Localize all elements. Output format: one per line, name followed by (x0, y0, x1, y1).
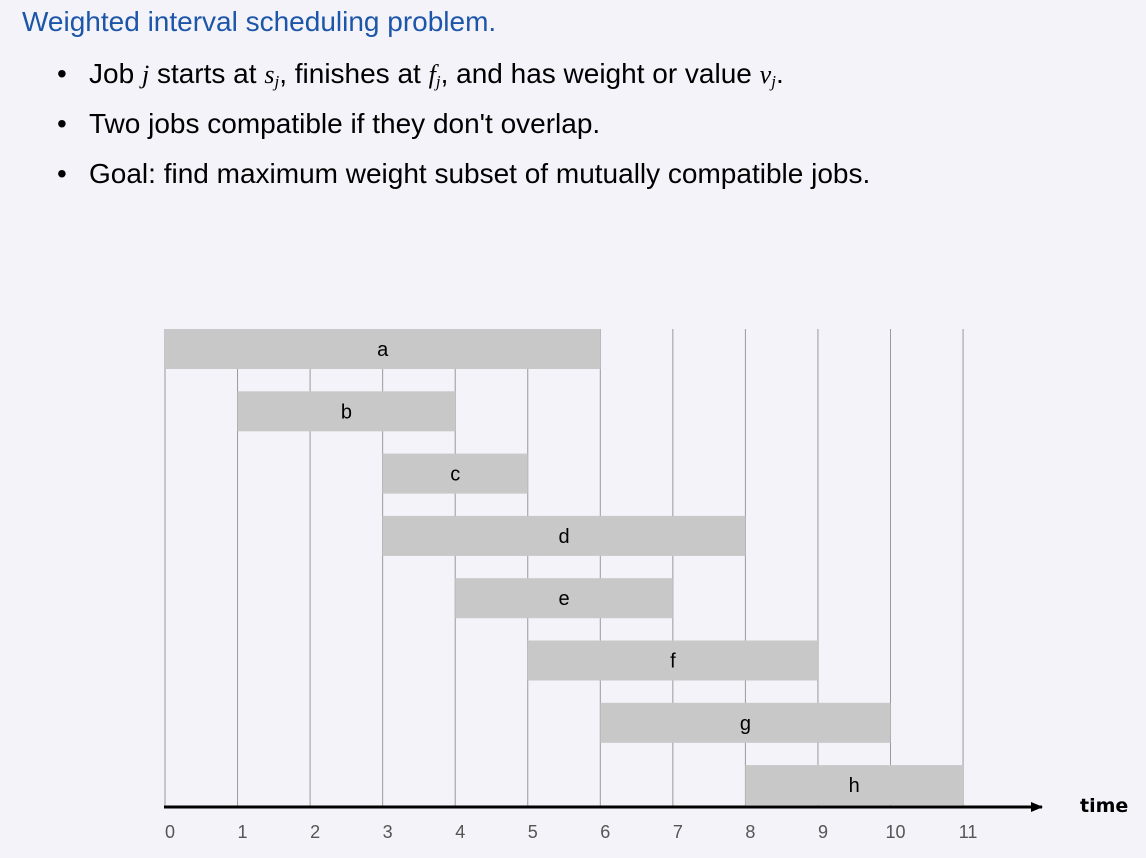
math-f-j: fj (428, 60, 441, 91)
tick-label-10: 10 (885, 822, 905, 842)
job-bar-c (382, 453, 528, 494)
bullet-text: , and has weight or value (440, 58, 760, 89)
math-v-j: vj (759, 60, 776, 91)
slide-title: Weighted interval scheduling problem. (22, 6, 497, 37)
job-bar-d (382, 515, 746, 556)
job-label-h: h (849, 775, 860, 797)
bullet-dot-icon: • (57, 108, 67, 139)
tick-label-11: 11 (959, 822, 978, 842)
job-bar-g (600, 702, 891, 743)
tick-label-6: 6 (600, 822, 610, 842)
bullet-text: Two jobs compatible if they don't overla… (89, 108, 601, 139)
tick-labels: 0 1 2 3 4 5 6 7 8 9 10 11 (165, 822, 977, 842)
tick-label-1: 1 (238, 822, 248, 842)
tick-label-7: 7 (673, 822, 683, 842)
bullet-goal: • Goal: find maximum weight subset of mu… (55, 154, 870, 204)
job-label-c: c (450, 464, 460, 486)
job-bar-h (745, 765, 964, 806)
bullet-dot-icon: • (57, 158, 67, 189)
math-s-j: sj (264, 60, 280, 91)
job-label-b: b (341, 401, 352, 423)
tick-label-5: 5 (528, 822, 538, 842)
bullet-text: , finishes at (279, 58, 429, 89)
job-label-a: a (377, 339, 389, 361)
math-j: j (141, 60, 150, 89)
job-label-e: e (558, 588, 569, 610)
tick-label-4: 4 (455, 822, 465, 842)
job-label-f: f (670, 651, 676, 673)
tick-label-0: 0 (165, 822, 175, 842)
tick-label-2: 2 (310, 822, 320, 842)
job-bar-e (455, 578, 673, 619)
job-bar-b (237, 391, 456, 432)
tick-label-8: 8 (745, 822, 755, 842)
bullet-compatibility: • Two jobs compatible if they don't over… (55, 104, 870, 154)
bullet-text: . (775, 58, 784, 89)
job-bar-a (165, 329, 601, 369)
tick-label-3: 3 (383, 822, 393, 842)
job-label-d: d (558, 526, 569, 548)
job-bars: a b c d e f g h (165, 329, 964, 806)
bullet-dot-icon: • (57, 58, 67, 89)
bullet-job-definition: • Job j starts at sj, finishes at fj, an… (55, 54, 870, 104)
tick-label-9: 9 (818, 822, 828, 842)
bullet-text: starts at (149, 58, 265, 89)
bullet-text: Job (89, 58, 142, 89)
job-bar-f (527, 640, 818, 681)
job-label-g: g (740, 713, 751, 735)
bullet-text: Goal: find maximum weight subset of mutu… (89, 158, 871, 189)
bullet-list: • Job j starts at sj, finishes at fj, an… (55, 54, 870, 204)
axis-label: time (1080, 795, 1128, 817)
